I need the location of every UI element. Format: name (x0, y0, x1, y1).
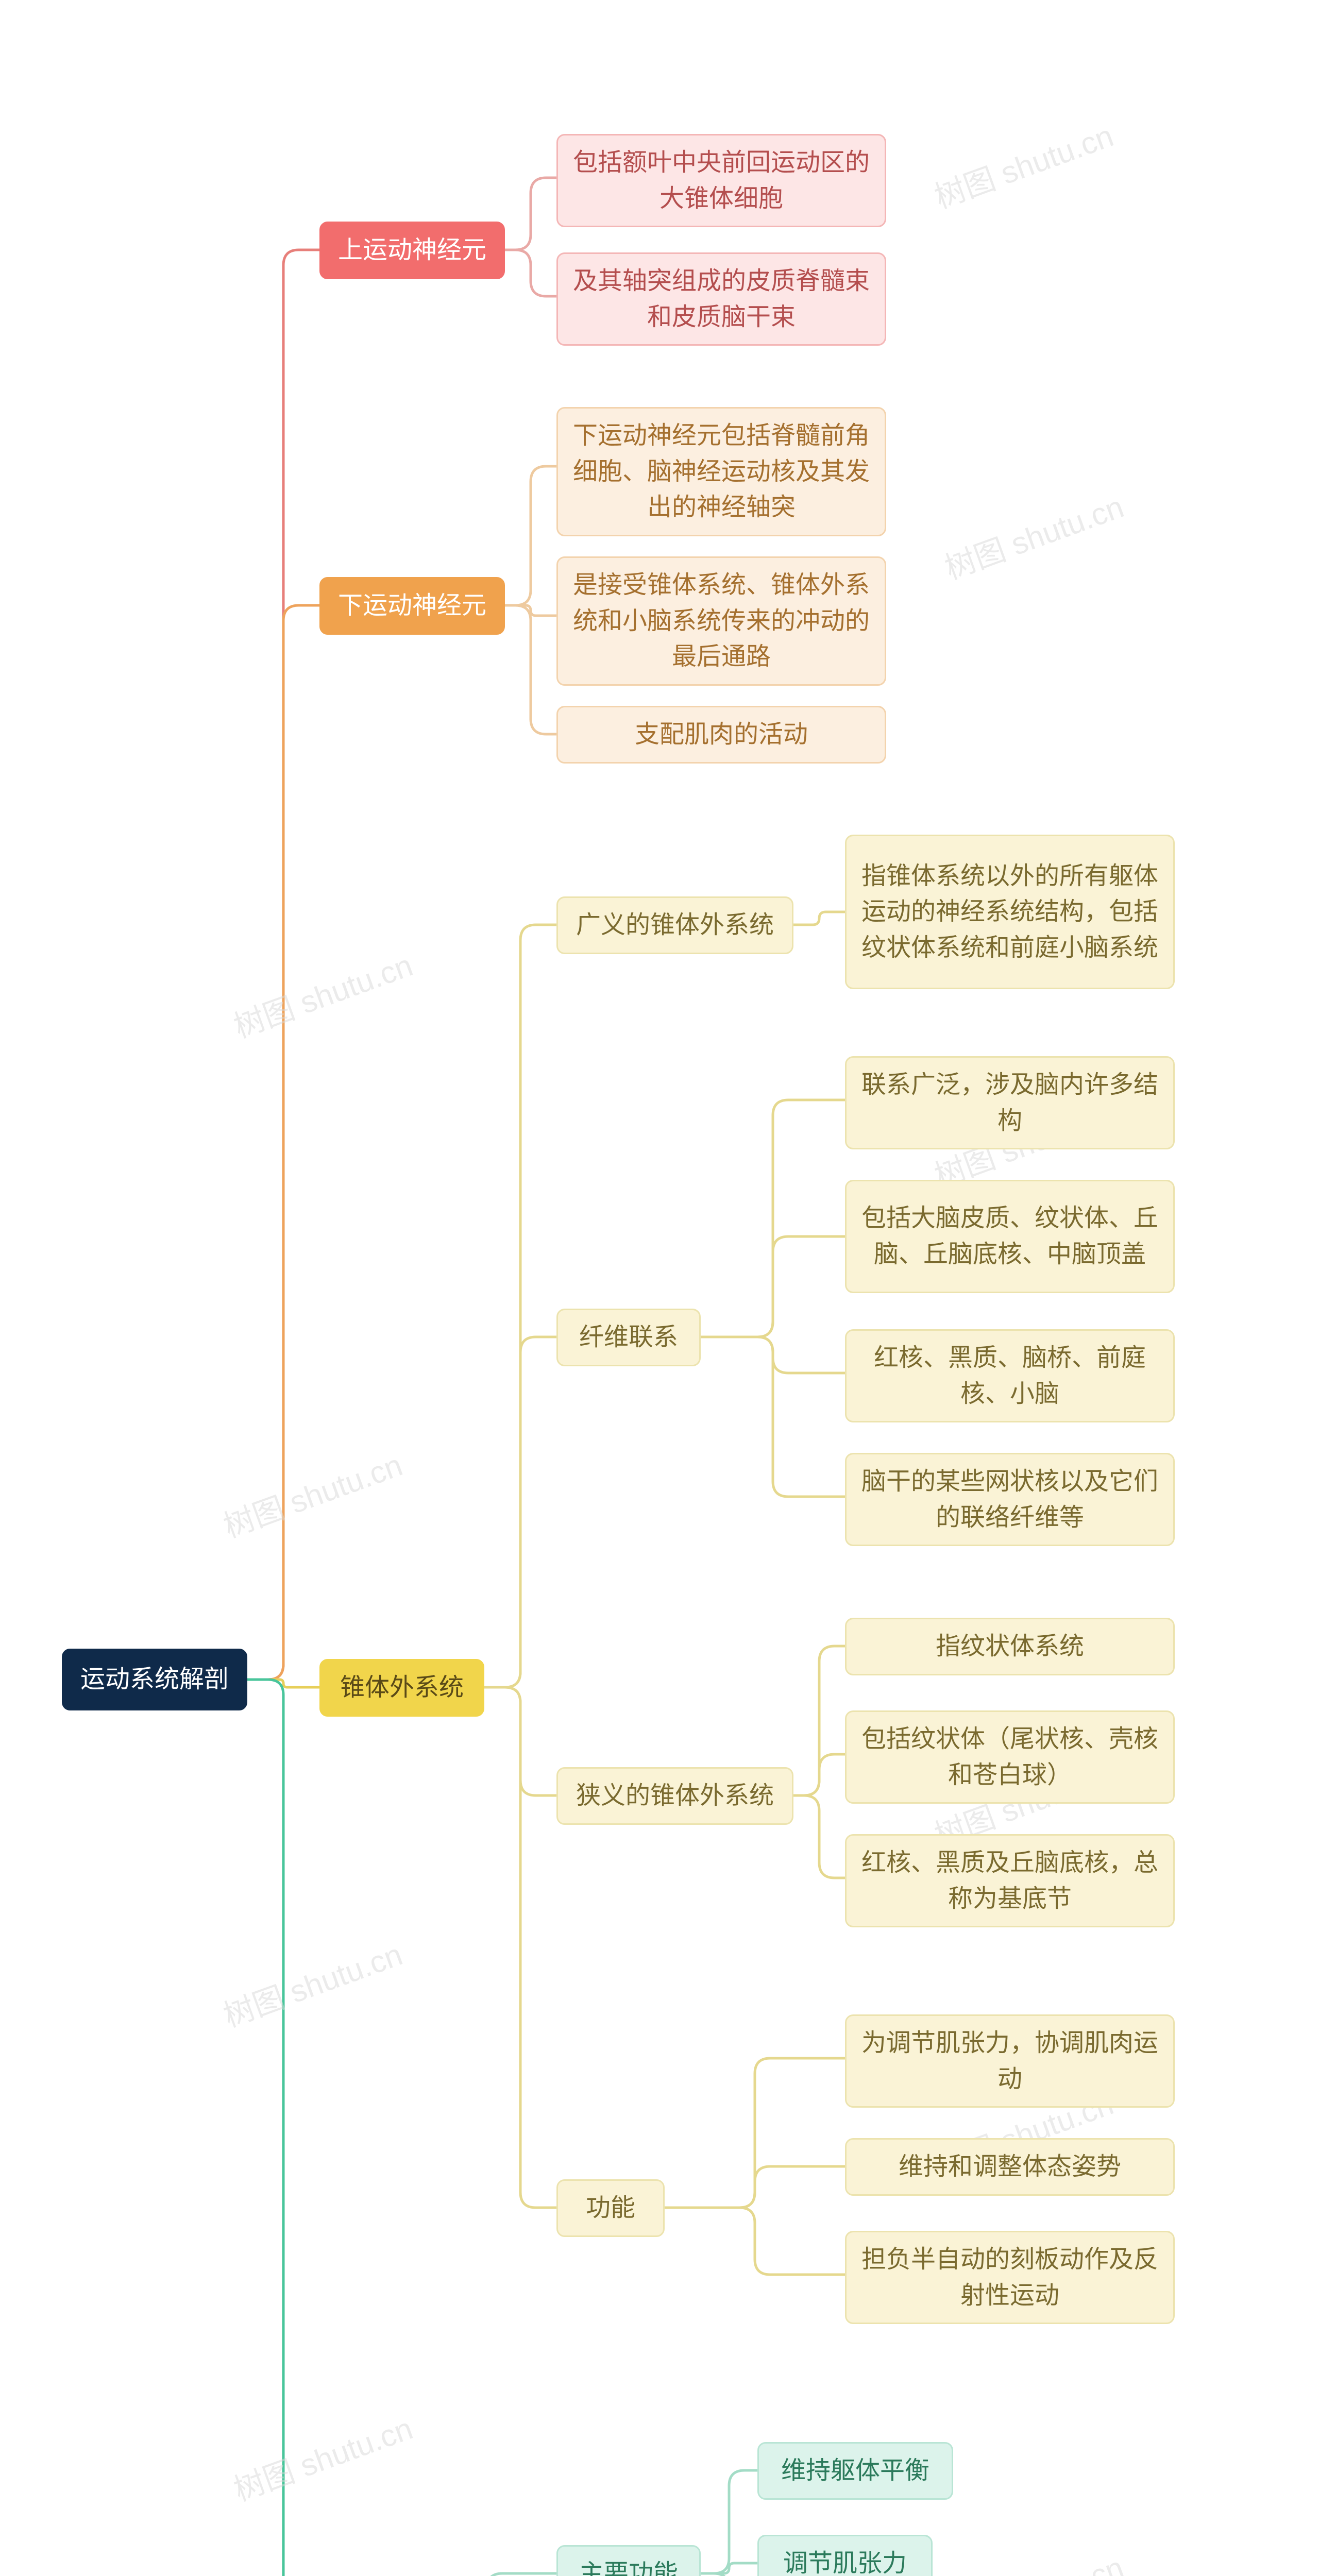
node-b4c1d1: 维持躯体平衡 (757, 2442, 953, 2500)
node-b1: 上运动神经元 (319, 222, 505, 279)
watermark: 树图 shutu.cn (227, 2404, 418, 2510)
node-label: 红核、黑质及丘脑底核，总称为基底节 (861, 1845, 1159, 1917)
node-b2c3: 支配肌肉的活动 (556, 706, 886, 764)
watermark: 树图 shutu.cn (216, 1440, 408, 1547)
node-b3c4d2: 维持和调整体态姿势 (845, 2138, 1175, 2196)
watermark: 树图 shutu.cn (227, 941, 418, 1047)
node-b3c3d2: 包括纹状体（尾状核、壳核和苍白球） (845, 1710, 1175, 1804)
node-label: 支配肌肉的活动 (635, 717, 808, 753)
watermark: 树图 shutu.cn (938, 2543, 1129, 2576)
node-b2c1: 下运动神经元包括脊髓前角细胞、脑神经运动核及其发出的神经轴突 (556, 407, 886, 536)
node-b2c2: 是接受锥体系统、锥体外系统和小脑系统传来的冲动的最后通路 (556, 556, 886, 686)
watermark: 树图 shutu.cn (927, 111, 1119, 217)
node-b3c2d2: 包括大脑皮质、纹状体、丘脑、丘脑底核、中脑顶盖 (845, 1180, 1175, 1293)
node-label: 是接受锥体系统、锥体外系统和小脑系统传来的冲动的最后通路 (572, 567, 870, 675)
node-label: 包括纹状体（尾状核、壳核和苍白球） (861, 1721, 1159, 1793)
node-label: 红核、黑质、脑桥、前庭核、小脑 (861, 1340, 1159, 1412)
node-label: 及其轴突组成的皮质脊髓束和皮质脑干束 (572, 263, 870, 335)
node-b4c1d2: 调节肌张力 (757, 2535, 933, 2576)
node-label: 脑干的某些网状核以及它们的联络纤维等 (861, 1464, 1159, 1535)
node-label: 指锥体系统以外的所有躯体运动的神经系统结构，包括纹状体系统和前庭小脑系统 (861, 858, 1159, 966)
node-label: 广义的锥体外系统 (576, 907, 774, 943)
node-b3c2d4: 脑干的某些网状核以及它们的联络纤维等 (845, 1453, 1175, 1546)
node-label: 包括额叶中央前回运动区的大锥体细胞 (572, 145, 870, 216)
node-b3c2: 纤维联系 (556, 1309, 701, 1366)
node-label: 狭义的锥体外系统 (576, 1778, 774, 1814)
node-label: 锥体外系统 (340, 1670, 464, 1706)
node-label: 功能 (586, 2190, 635, 2226)
node-label: 为调节肌张力，协调肌肉运动 (861, 2025, 1159, 2097)
node-label: 维持躯体平衡 (781, 2453, 929, 2489)
node-label: 联系广泛，涉及脑内许多结构 (861, 1067, 1159, 1139)
node-b3: 锥体外系统 (319, 1659, 484, 1717)
node-b3c4d3: 担负半自动的刻板动作及反射性运动 (845, 2231, 1175, 2324)
node-b1c1: 包括额叶中央前回运动区的大锥体细胞 (556, 134, 886, 227)
node-label: 调节肌张力 (783, 2546, 907, 2576)
node-label: 下运动神经元包括脊髓前角细胞、脑神经运动核及其发出的神经轴突 (572, 418, 870, 526)
node-b3c3d3: 红核、黑质及丘脑底核，总称为基底节 (845, 1834, 1175, 1927)
node-b2: 下运动神经元 (319, 577, 505, 635)
node-b3c4: 功能 (556, 2179, 665, 2237)
node-label: 下运动神经元 (338, 588, 486, 624)
node-b3c4d1: 为调节肌张力，协调肌肉运动 (845, 2014, 1175, 2108)
node-b3c2d1: 联系广泛，涉及脑内许多结构 (845, 1056, 1175, 1149)
node-b3c3d1: 指纹状体系统 (845, 1618, 1175, 1675)
node-label: 指纹状体系统 (936, 1629, 1084, 1665)
node-label: 包括大脑皮质、纹状体、丘脑、丘脑底核、中脑顶盖 (861, 1200, 1159, 1272)
watermark: 树图 shutu.cn (216, 1930, 408, 2036)
node-b3c1: 广义的锥体外系统 (556, 896, 793, 954)
mindmap-stage: 树图 shutu.cn 树图 shutu.cn 树图 shutu.cn 树图 shut… (0, 0, 1319, 2576)
watermark: 树图 shutu.cn (938, 482, 1129, 588)
node-b3c1d1: 指锥体系统以外的所有躯体运动的神经系统结构，包括纹状体系统和前庭小脑系统 (845, 835, 1175, 989)
node-b3c2d3: 红核、黑质、脑桥、前庭核、小脑 (845, 1329, 1175, 1422)
node-label: 担负半自动的刻板动作及反射性运动 (861, 2242, 1159, 2313)
node-label: 上运动神经元 (338, 232, 486, 268)
node-root: 运动系统解剖 (62, 1649, 247, 1710)
node-label: 主要功能 (579, 2556, 678, 2576)
node-label: 维持和调整体态姿势 (899, 2149, 1121, 2185)
node-label: 纤维联系 (579, 1319, 678, 1355)
node-label: 运动系统解剖 (80, 1662, 229, 1698)
node-b3c3: 狭义的锥体外系统 (556, 1767, 793, 1825)
node-b4c1: 主要功能 (556, 2545, 701, 2576)
node-b1c2: 及其轴突组成的皮质脊髓束和皮质脑干束 (556, 252, 886, 346)
